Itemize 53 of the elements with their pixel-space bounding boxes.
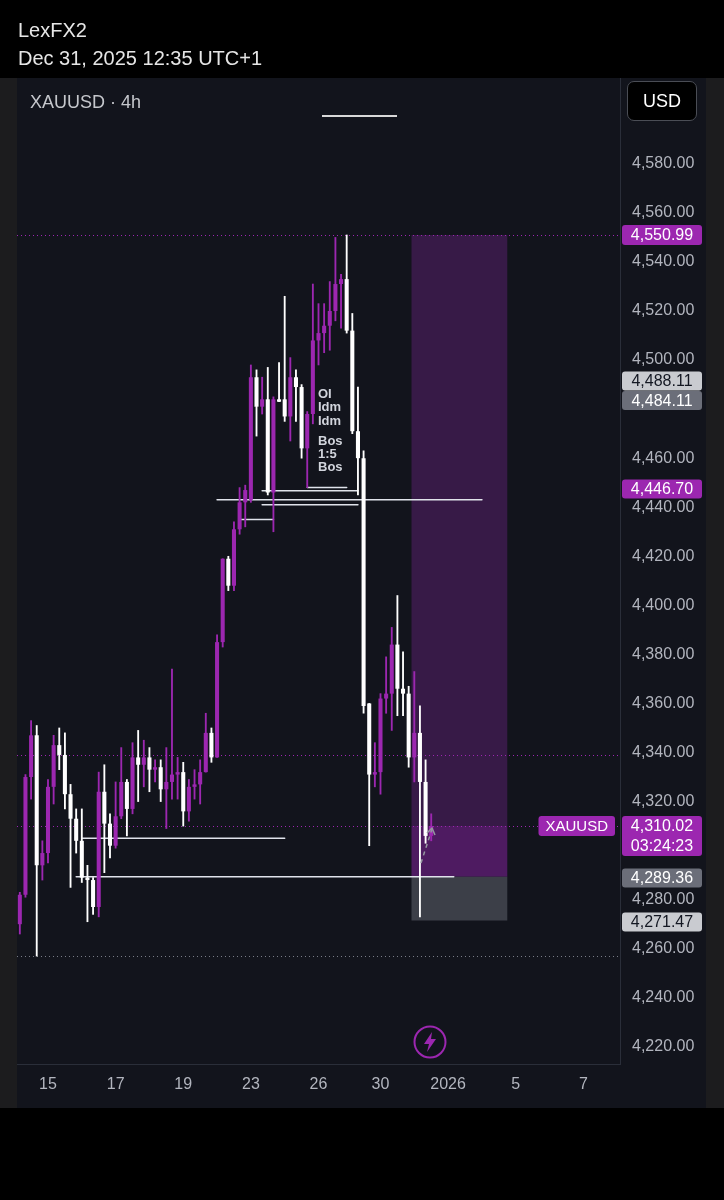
y-axis-title: USD — [627, 81, 697, 121]
candlestick — [282, 295, 287, 422]
y-tick-label: 4,580.00 — [632, 154, 695, 172]
candlestick — [384, 656, 389, 714]
x-tick-label: 26 — [309, 1075, 328, 1093]
y-tick-label: 4,520.00 — [632, 301, 695, 319]
annotation: Idm — [318, 412, 342, 428]
text: 4,484.11 — [631, 391, 693, 409]
y-tick-label: 4,320.00 — [632, 791, 695, 809]
annotation: Bos — [318, 432, 343, 448]
y-tick-label: 4,560.00 — [632, 203, 695, 221]
text: 4,271.47 — [630, 913, 694, 931]
text: 4,289.36 — [630, 869, 694, 887]
text: 4,488.11 — [631, 372, 693, 390]
text: XAUUSD — [545, 817, 609, 835]
annotation: XAUUSD · 4h — [30, 91, 142, 113]
y-tick-label: 4,540.00 — [632, 252, 695, 270]
text: 4,446.70 — [630, 480, 694, 498]
annotation: OI — [318, 385, 332, 401]
y-tick-label: 4,400.00 — [632, 595, 695, 613]
y-tick-label: 4,360.00 — [632, 693, 695, 711]
chart-title: LexFX2 — [18, 18, 87, 42]
y-tick-label: 4,280.00 — [632, 890, 695, 908]
x-tick-label: 5 — [511, 1075, 521, 1093]
candlestick — [339, 273, 344, 329]
ref-line-label: 4,310.02 03:24:23 — [630, 817, 694, 855]
x-tick-label: 30 — [371, 1075, 390, 1093]
x-tick-label: 7 — [578, 1075, 588, 1093]
ref-line-label: 4,550.99 — [630, 226, 694, 244]
candlestick — [401, 651, 406, 717]
y-tick-label: 4,440.00 — [632, 497, 695, 515]
y-tick-label: 4,420.00 — [632, 546, 695, 564]
candlestick — [322, 303, 327, 354]
y-tick-label: 4,340.00 — [632, 742, 695, 760]
x-tick-label: 19 — [174, 1075, 193, 1093]
annotation: Bos — [318, 458, 343, 474]
candlestick — [153, 759, 158, 783]
x-tick-label: 15 — [39, 1075, 57, 1093]
y-tick-label: 4,460.00 — [632, 448, 695, 466]
annotation: 1:5 — [318, 445, 337, 461]
candlestick — [277, 362, 282, 403]
x-tick-label: 2026 — [430, 1075, 467, 1093]
chart-subtitle: Dec 31, 2025 12:35 UTC+1 — [18, 46, 263, 70]
x-tick-label: 23 — [241, 1075, 260, 1093]
annotation: Idm — [318, 398, 342, 414]
y-tick-label: 4,260.00 — [632, 939, 695, 957]
y-tick-label: 4,220.00 — [632, 1037, 695, 1055]
x-tick-label: 17 — [106, 1075, 125, 1093]
candlestick — [164, 747, 169, 829]
y-tick-label: 4,500.00 — [632, 350, 695, 368]
y-tick-label: 4,380.00 — [632, 644, 695, 662]
y-tick-label: 4,240.00 — [632, 988, 695, 1006]
candlestick — [136, 730, 141, 802]
